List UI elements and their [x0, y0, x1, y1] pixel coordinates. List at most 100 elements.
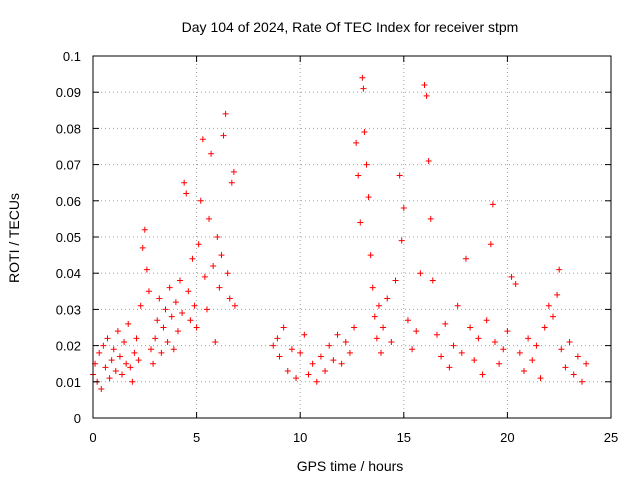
data-point — [224, 270, 231, 277]
data-point — [578, 378, 585, 385]
data-point — [119, 371, 126, 378]
data-point — [533, 342, 540, 349]
y-tick-label: 0.06 — [56, 194, 81, 209]
data-point — [125, 320, 132, 327]
data-point — [427, 215, 434, 222]
x-tick-label: 25 — [604, 430, 618, 445]
y-tick-label: 0.02 — [56, 339, 81, 354]
data-point — [193, 324, 200, 331]
data-point — [556, 266, 563, 273]
data-points — [90, 74, 590, 393]
data-point — [483, 317, 490, 324]
data-point — [216, 284, 223, 291]
data-point — [570, 371, 577, 378]
data-point — [363, 161, 370, 168]
data-point — [226, 295, 233, 302]
data-point — [334, 331, 341, 338]
data-point — [201, 273, 208, 280]
data-point — [525, 335, 532, 342]
data-point — [143, 266, 150, 273]
data-point — [404, 317, 411, 324]
data-point — [228, 179, 235, 186]
data-point — [276, 353, 283, 360]
data-point — [127, 364, 134, 371]
chart-title: Day 104 of 2024, Rate Of TEC Index for r… — [182, 19, 519, 35]
data-point — [359, 74, 366, 81]
data-point — [218, 252, 225, 259]
data-point — [222, 110, 229, 117]
data-point — [360, 85, 367, 92]
data-point — [96, 349, 103, 356]
data-point — [210, 262, 217, 269]
x-tick-label: 0 — [89, 430, 96, 445]
data-point — [423, 92, 430, 99]
data-point — [131, 349, 138, 356]
data-point — [384, 295, 391, 302]
y-tick-label: 0.05 — [56, 230, 81, 245]
data-point — [438, 353, 445, 360]
data-point — [154, 317, 161, 324]
data-point — [562, 364, 569, 371]
data-point — [487, 241, 494, 248]
data-point — [116, 353, 123, 360]
data-point — [322, 367, 329, 374]
data-point — [230, 168, 237, 175]
data-point — [189, 255, 196, 262]
data-point — [288, 346, 295, 353]
data-point — [141, 226, 148, 233]
data-point — [566, 338, 573, 345]
data-point — [183, 190, 190, 197]
data-point — [177, 277, 184, 284]
data-point — [195, 241, 202, 248]
data-point — [231, 302, 238, 309]
data-point — [133, 335, 140, 342]
data-point — [220, 132, 227, 139]
data-point — [181, 179, 188, 186]
data-point — [409, 346, 416, 353]
data-point — [425, 157, 432, 164]
data-point — [371, 313, 378, 320]
data-point — [398, 237, 405, 244]
data-point — [471, 357, 478, 364]
data-point — [504, 328, 511, 335]
data-point — [392, 277, 399, 284]
x-tick-label: 5 — [193, 430, 200, 445]
data-point — [508, 273, 515, 280]
data-point — [537, 375, 544, 382]
data-point — [100, 342, 107, 349]
data-point — [309, 360, 316, 367]
data-point — [365, 194, 372, 201]
data-point — [203, 306, 210, 313]
y-tick-label: 0.08 — [56, 121, 81, 136]
data-point — [158, 349, 165, 356]
data-point — [172, 299, 179, 306]
data-point — [512, 281, 519, 288]
data-point — [400, 205, 407, 212]
grid — [93, 56, 611, 418]
data-point — [450, 342, 457, 349]
data-point — [558, 346, 565, 353]
data-point — [139, 244, 146, 251]
data-point — [330, 357, 337, 364]
data-point — [137, 302, 144, 309]
data-point — [367, 252, 374, 259]
data-point — [574, 353, 581, 360]
data-point — [353, 139, 360, 146]
data-point — [148, 346, 155, 353]
data-point — [164, 338, 171, 345]
data-point — [373, 335, 380, 342]
data-point — [541, 324, 548, 331]
data-point — [489, 201, 496, 208]
data-point — [305, 371, 312, 378]
data-point — [187, 317, 194, 324]
data-point — [421, 81, 428, 88]
data-point — [583, 360, 590, 367]
data-point — [462, 255, 469, 262]
y-axis-label: ROTI / TECUs — [6, 193, 22, 283]
data-point — [496, 360, 503, 367]
data-point — [121, 338, 128, 345]
data-point — [369, 284, 376, 291]
y-tick-label: 0.09 — [56, 85, 81, 100]
data-point — [112, 367, 119, 374]
